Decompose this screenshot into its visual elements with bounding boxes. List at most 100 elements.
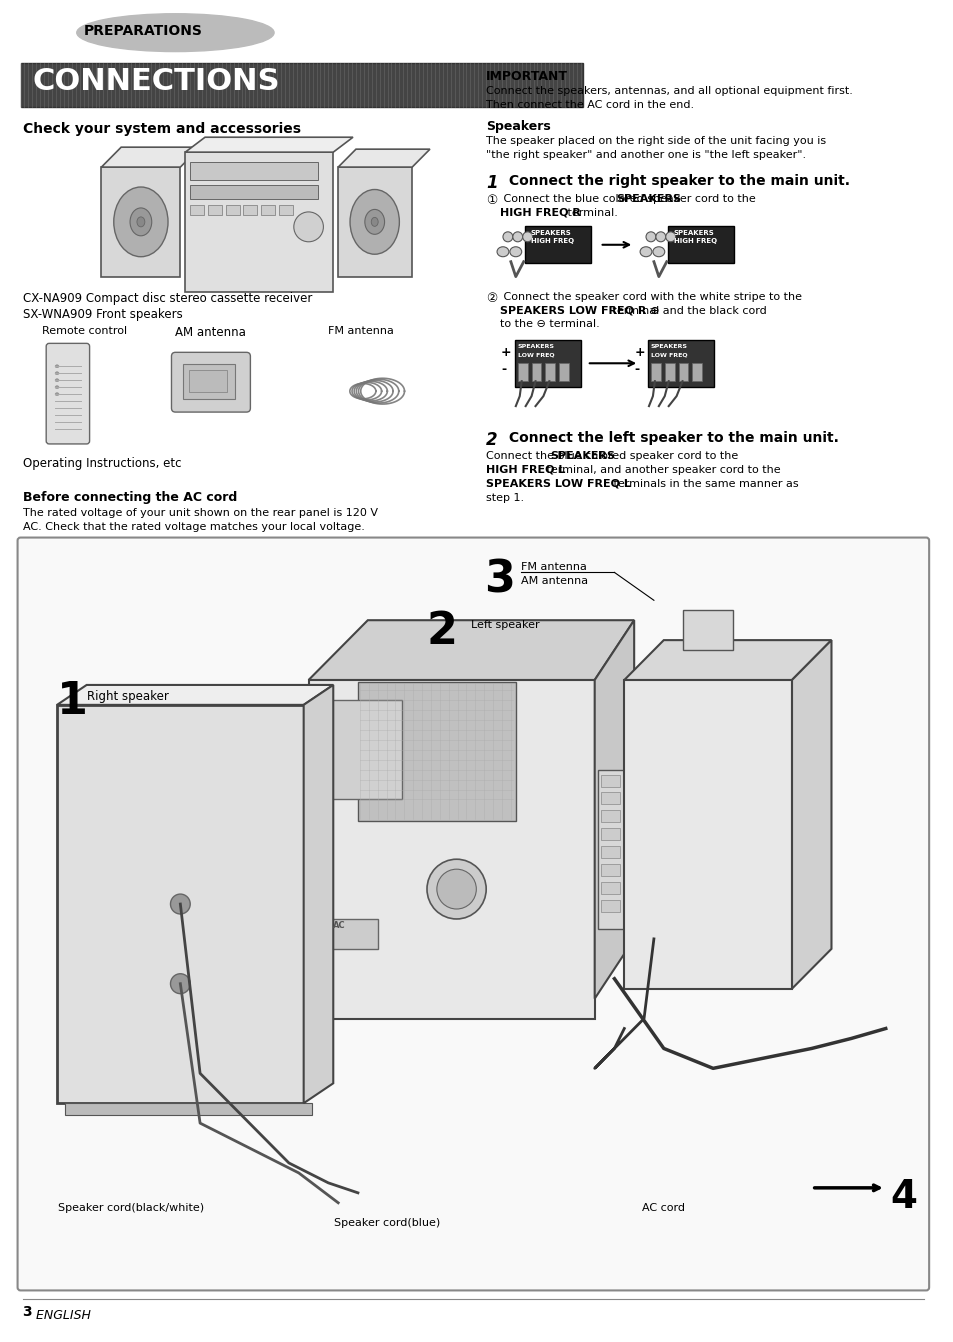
Text: SPEAKERS: SPEAKERS: [616, 195, 680, 204]
Polygon shape: [338, 168, 412, 276]
Bar: [243, 205, 257, 215]
Bar: [623, 680, 791, 989]
Text: to the ⊖ terminal.: to the ⊖ terminal.: [499, 319, 599, 330]
Bar: [208, 205, 221, 215]
Bar: [531, 364, 541, 381]
Text: 2: 2: [486, 431, 497, 450]
Bar: [600, 864, 619, 876]
Text: Speakers: Speakers: [486, 121, 551, 133]
Text: SPEAKERS: SPEAKERS: [517, 345, 555, 349]
Bar: [190, 162, 318, 180]
Text: 1: 1: [57, 680, 88, 723]
FancyBboxPatch shape: [515, 341, 580, 388]
Ellipse shape: [314, 840, 322, 848]
Text: Check your system and accessories: Check your system and accessories: [23, 122, 300, 137]
Text: SPEAKERS LOW FREQ L: SPEAKERS LOW FREQ L: [486, 479, 630, 488]
Bar: [314, 701, 402, 800]
Bar: [545, 364, 555, 381]
Text: PREPARATIONS: PREPARATIONS: [84, 24, 202, 38]
Text: HIGH FREQ R: HIGH FREQ R: [499, 208, 580, 217]
Ellipse shape: [55, 365, 59, 368]
Text: The speaker placed on the right side of the unit facing you is: The speaker placed on the right side of …: [486, 137, 825, 146]
Text: HIGH FREQ: HIGH FREQ: [530, 238, 573, 244]
Polygon shape: [101, 168, 180, 276]
Text: ENGLISH: ENGLISH: [32, 1310, 91, 1322]
Bar: [308, 680, 594, 1019]
Text: -: -: [500, 364, 506, 376]
Ellipse shape: [76, 13, 274, 51]
Ellipse shape: [55, 372, 59, 374]
Text: Connect the blue colored speaker cord to the: Connect the blue colored speaker cord to…: [486, 451, 741, 460]
Bar: [328, 919, 377, 949]
Text: -: -: [634, 364, 639, 376]
Text: Connect the speaker cord with the white stripe to the: Connect the speaker cord with the white …: [499, 291, 801, 302]
Bar: [597, 769, 632, 929]
Text: ②: ②: [486, 291, 497, 305]
Bar: [190, 205, 204, 215]
Bar: [226, 205, 239, 215]
Ellipse shape: [294, 212, 323, 242]
Ellipse shape: [371, 217, 377, 227]
Bar: [65, 1103, 312, 1115]
Text: SX-WNA909 Front speakers: SX-WNA909 Front speakers: [23, 307, 182, 321]
Text: SPEAKERS: SPEAKERS: [650, 345, 687, 349]
Text: AC cord: AC cord: [641, 1202, 684, 1213]
Text: 3: 3: [23, 1306, 32, 1319]
Polygon shape: [791, 640, 831, 989]
Text: SPEAKERS: SPEAKERS: [673, 229, 714, 236]
Ellipse shape: [55, 385, 59, 389]
Text: AC: AC: [333, 921, 346, 930]
Bar: [261, 205, 274, 215]
Bar: [650, 364, 660, 381]
Ellipse shape: [502, 232, 513, 242]
Polygon shape: [594, 620, 634, 998]
Ellipse shape: [55, 378, 59, 381]
Ellipse shape: [113, 187, 168, 256]
Polygon shape: [303, 684, 333, 1103]
Text: AM antenna: AM antenna: [175, 326, 246, 340]
Text: The rated voltage of your unit shown on the rear panel is 120 V: The rated voltage of your unit shown on …: [23, 507, 377, 518]
Text: Connect the blue colored speaker cord to the: Connect the blue colored speaker cord to…: [499, 195, 759, 204]
Ellipse shape: [137, 217, 145, 227]
Text: terminals in the same manner as: terminals in the same manner as: [609, 479, 798, 488]
Polygon shape: [308, 620, 634, 680]
Text: ①: ①: [486, 195, 497, 207]
Polygon shape: [338, 149, 430, 168]
Ellipse shape: [639, 247, 651, 256]
Ellipse shape: [314, 866, 322, 874]
Ellipse shape: [436, 870, 476, 909]
Ellipse shape: [171, 894, 190, 914]
Bar: [278, 205, 293, 215]
Text: SPEAKERS: SPEAKERS: [530, 229, 571, 236]
Bar: [183, 364, 234, 399]
Text: CONNECTIONS: CONNECTIONS: [32, 67, 279, 95]
Ellipse shape: [645, 232, 655, 242]
FancyBboxPatch shape: [524, 225, 590, 263]
Ellipse shape: [364, 209, 384, 235]
FancyBboxPatch shape: [17, 538, 928, 1291]
Ellipse shape: [522, 232, 532, 242]
Text: +: +: [500, 346, 511, 360]
Text: FM antenna: FM antenna: [520, 562, 586, 573]
Text: LOW FREQ: LOW FREQ: [517, 353, 554, 357]
Text: Speaker cord(blue): Speaker cord(blue): [335, 1217, 440, 1228]
Bar: [664, 364, 674, 381]
Text: terminal.: terminal.: [563, 208, 618, 217]
Bar: [600, 811, 619, 823]
Text: AM antenna: AM antenna: [520, 577, 587, 586]
Text: terminal and the black cord: terminal and the black cord: [608, 306, 765, 315]
Bar: [600, 828, 619, 840]
FancyBboxPatch shape: [647, 341, 714, 388]
Text: IMPORTANT: IMPORTANT: [486, 71, 568, 83]
Text: HIGH FREQ: HIGH FREQ: [673, 238, 716, 244]
Text: Connect the speakers, antennas, and all optional equipment first.: Connect the speakers, antennas, and all …: [486, 86, 852, 97]
Bar: [21, 63, 582, 107]
Text: 3: 3: [484, 558, 515, 601]
Text: +: +: [634, 346, 644, 360]
Text: Connect the left speaker to the main unit.: Connect the left speaker to the main uni…: [503, 431, 838, 446]
Bar: [189, 370, 227, 392]
Bar: [678, 364, 688, 381]
Text: LOW FREQ: LOW FREQ: [650, 353, 687, 357]
Ellipse shape: [652, 247, 664, 256]
Text: Then connect the AC cord in the end.: Then connect the AC cord in the end.: [486, 101, 694, 110]
